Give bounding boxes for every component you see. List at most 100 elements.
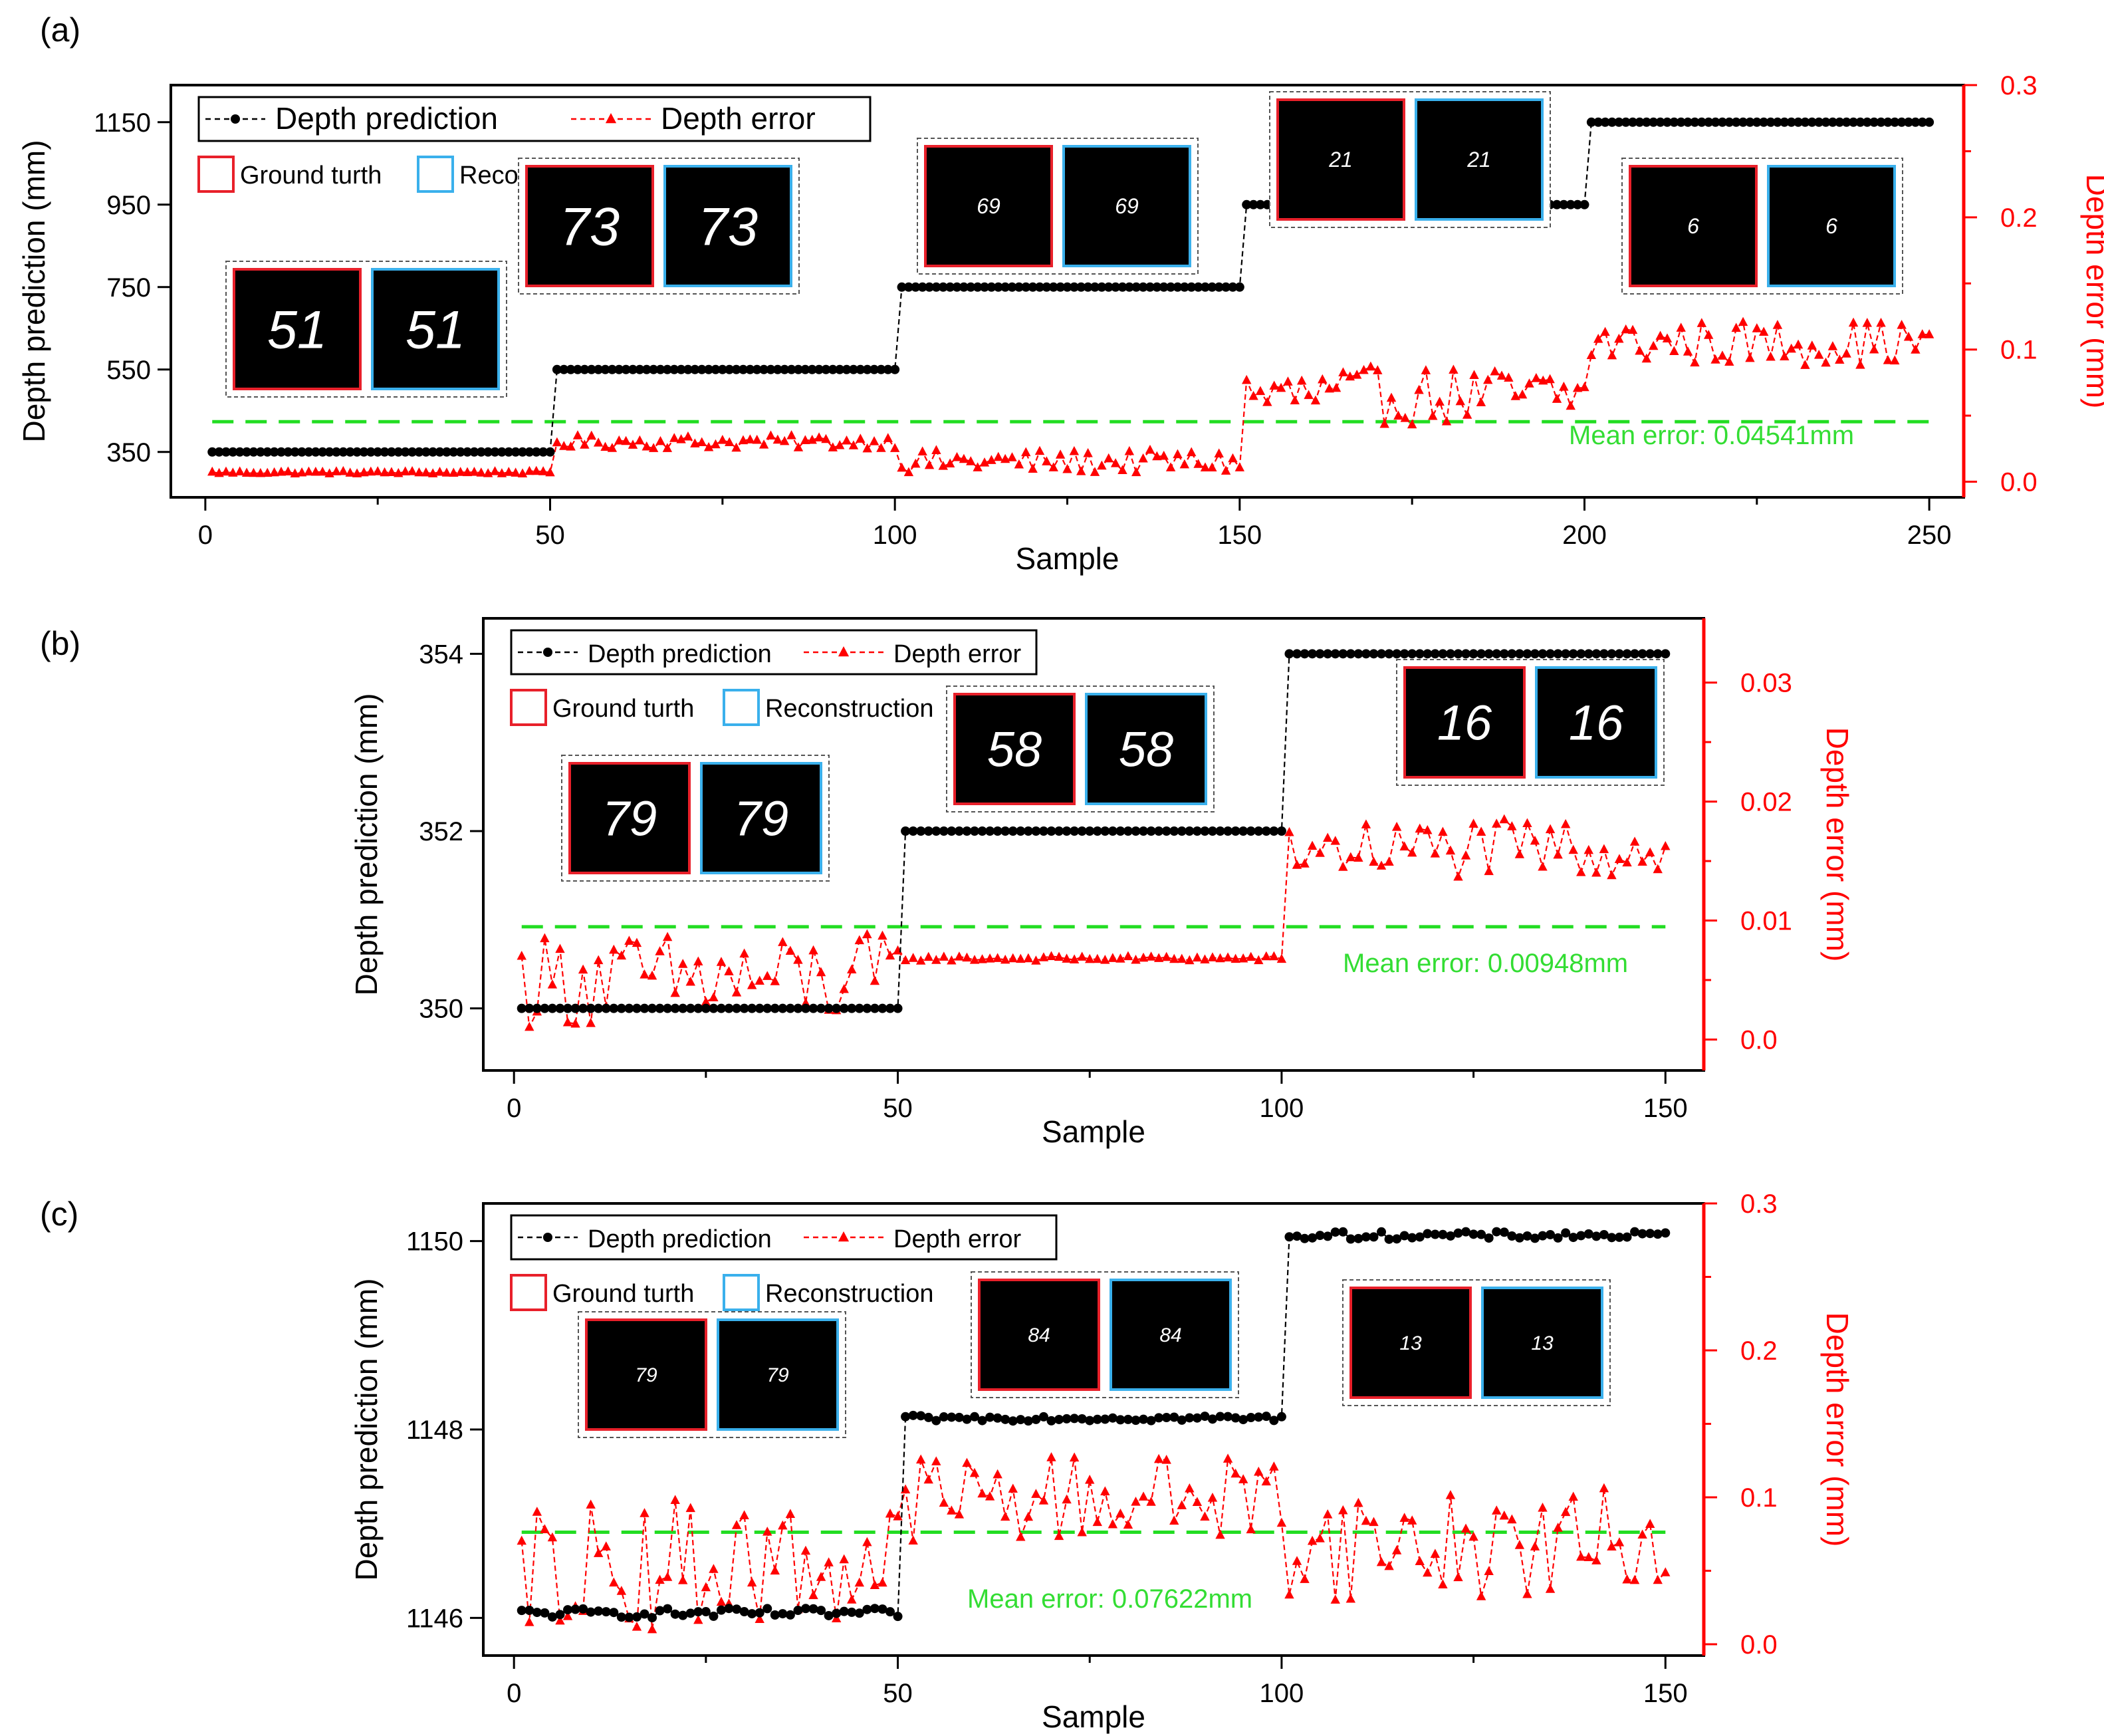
depth-error-point <box>1221 465 1231 475</box>
depth-error-point <box>772 434 783 444</box>
depth-error-point <box>1330 836 1340 845</box>
legend-frame <box>197 96 872 142</box>
depth-error-point <box>1187 447 1197 457</box>
depth-error-point <box>915 955 926 965</box>
depth-prediction-point <box>1655 117 1665 127</box>
depth-prediction-point <box>1070 826 1080 836</box>
depth-prediction-point <box>1300 1233 1310 1243</box>
depth-prediction-point <box>877 1604 887 1614</box>
depth-prediction-point <box>1704 117 1714 127</box>
depth-error-point <box>924 459 935 469</box>
depth-prediction-point <box>400 447 410 457</box>
depth-prediction-point <box>1292 1231 1302 1241</box>
x-tick-label: 50 <box>883 1094 913 1123</box>
depth-prediction-point <box>1445 649 1455 659</box>
depth-prediction-point <box>497 447 507 457</box>
depth-error-point <box>731 1520 742 1529</box>
legend-ground-truth-swatch <box>510 689 547 726</box>
depth-prediction-point <box>821 364 831 374</box>
depth-error-point <box>947 955 957 965</box>
y-left-tick-label: 950 <box>106 191 151 220</box>
depth-error-point <box>1322 1509 1333 1519</box>
y-right-tick-label: 0.3 <box>2000 71 2038 100</box>
depth-error-point <box>1579 382 1589 392</box>
reconstruction-image <box>663 165 792 287</box>
depth-prediction-point <box>1223 826 1233 836</box>
depth-prediction-point <box>1077 1414 1087 1424</box>
depth-error-point <box>1373 365 1383 374</box>
depth-error-point <box>1338 1505 1348 1515</box>
depth-prediction-point <box>1586 117 1596 127</box>
y-right-tick-label: 0.03 <box>1740 669 1792 698</box>
depth-error-point <box>778 1520 788 1530</box>
depth-prediction-point <box>1553 1233 1563 1243</box>
depth-error-point <box>1077 1527 1087 1537</box>
depth-prediction-point <box>1593 117 1603 127</box>
depth-error-point <box>1369 856 1379 866</box>
digit-inset-pair: 13 13 <box>1342 1279 1611 1406</box>
reconstruction-digits: 13 <box>1531 1332 1554 1354</box>
depth-prediction-point <box>1131 282 1141 292</box>
depth-error-point <box>1391 1545 1402 1554</box>
depth-prediction-point <box>640 1003 649 1013</box>
depth-error-point <box>1499 1510 1509 1520</box>
depth-prediction-series <box>517 649 1671 1013</box>
y-left-tick-label: 352 <box>419 817 463 846</box>
depth-error-point <box>1591 867 1601 877</box>
depth-prediction-point <box>847 1607 857 1617</box>
depth-error-point <box>969 955 980 964</box>
depth-prediction-point <box>1021 282 1031 292</box>
depth-prediction-point <box>1423 649 1433 659</box>
depth-error-point <box>1324 383 1334 393</box>
depth-error-point <box>1292 1556 1302 1565</box>
depth-error-point <box>1131 954 1141 964</box>
depth-error-point <box>738 435 749 445</box>
depth-prediction-point <box>747 1003 757 1013</box>
x-tick-label: 150 <box>1643 1094 1688 1123</box>
depth-error-point <box>1517 389 1528 399</box>
depth-prediction-point <box>1607 649 1617 659</box>
depth-error-point <box>1138 453 1148 463</box>
depth-error-point <box>1669 346 1679 356</box>
depth-error-point <box>716 1596 727 1606</box>
ground-truth-image <box>525 165 654 287</box>
depth-error-point <box>640 969 649 979</box>
depth-prediction-point <box>1377 1227 1387 1237</box>
depth-error-point <box>1000 1511 1010 1521</box>
depth-error-point <box>862 929 872 939</box>
depth-prediction-point <box>1338 649 1348 659</box>
depth-prediction-point <box>731 364 741 374</box>
depth-error-point <box>517 950 526 960</box>
chart-panel-a: (a) 0 50 100 150 200 250 Sample 350 550 750 950 1150… <box>17 11 2104 576</box>
depth-error-point <box>1876 317 1886 327</box>
depth-error-point <box>1772 320 1783 329</box>
depth-prediction-point <box>862 1604 872 1614</box>
depth-prediction-point <box>778 1003 788 1013</box>
depth-prediction-point <box>704 364 714 374</box>
depth-error-point <box>1207 462 1217 471</box>
depth-prediction-point <box>1361 649 1371 659</box>
depth-error-point <box>717 435 728 444</box>
depth-error-point <box>1054 1531 1064 1541</box>
y-left-axis-label: Depth prediction (mm) <box>349 693 384 995</box>
depth-prediction-point <box>785 1003 795 1013</box>
depth-prediction-point <box>1124 282 1134 292</box>
depth-error-point <box>352 468 362 477</box>
depth-prediction-point <box>1468 1229 1478 1239</box>
depth-error-point <box>449 467 459 477</box>
depth-prediction-point <box>428 447 438 457</box>
depth-prediction-point <box>578 1003 588 1013</box>
depth-prediction-point <box>1423 1229 1433 1239</box>
depth-prediction-point <box>1661 649 1671 659</box>
depth-error-point <box>1069 954 1080 963</box>
depth-prediction-point <box>1561 649 1571 659</box>
depth-error-point <box>1338 367 1348 377</box>
depth-prediction-point <box>504 447 514 457</box>
depth-prediction-point <box>985 1412 995 1422</box>
depth-error-point <box>869 436 879 445</box>
depth-error-point <box>624 935 634 945</box>
depth-error-point <box>490 466 500 475</box>
depth-prediction-point <box>1242 199 1252 209</box>
depth-prediction-point <box>242 447 252 457</box>
depth-error-point <box>778 937 788 946</box>
